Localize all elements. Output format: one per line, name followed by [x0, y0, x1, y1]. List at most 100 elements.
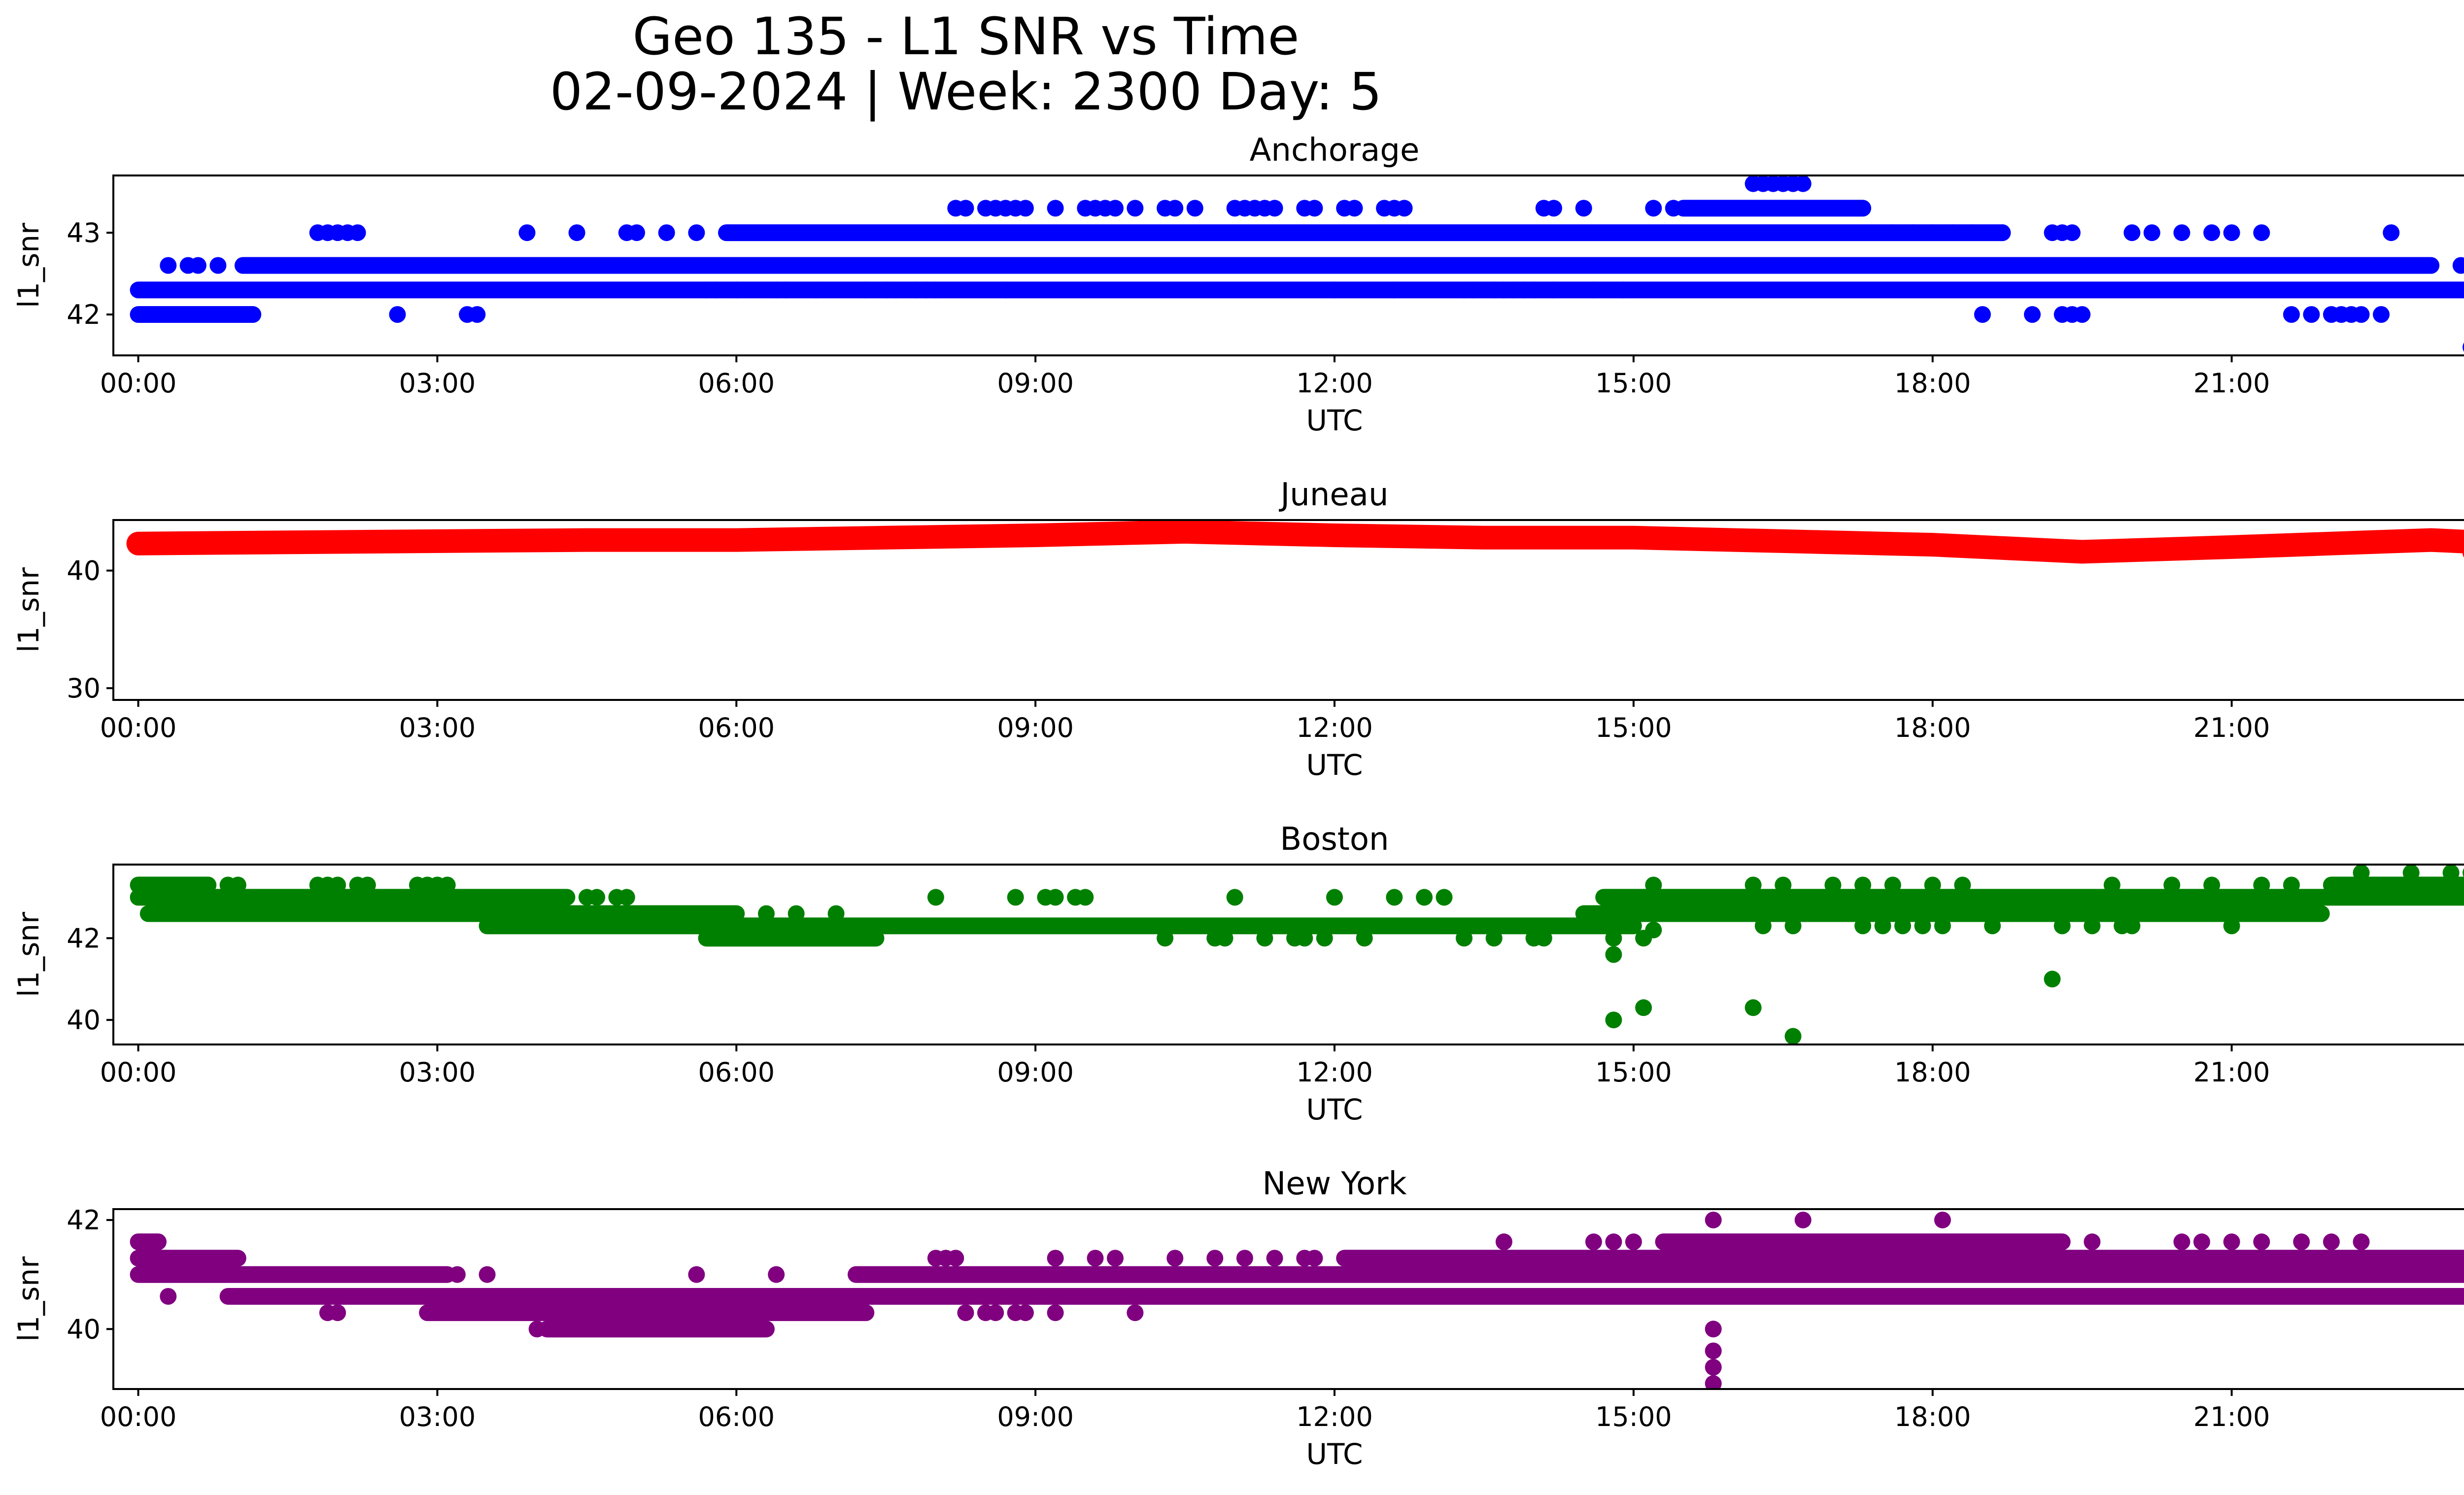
data-point [1934, 917, 1951, 935]
subplot-3: New York 00:00 03:00 06:00 09:00 12:00 15:00 18… [12, 1166, 2464, 1471]
data-point [1236, 1250, 1253, 1267]
data-point [1017, 1304, 1034, 1321]
data-point [189, 257, 206, 274]
data-point [1306, 200, 1323, 217]
data-point [708, 281, 725, 299]
x-axis-label: UTC [1306, 404, 1363, 437]
data-point [2074, 306, 2091, 323]
data-point [1545, 1288, 1562, 1305]
data-point [1784, 1028, 1802, 1044]
x-tick-label: 18:00 [1894, 368, 1971, 399]
data-point [1206, 1250, 1224, 1267]
data-point [1485, 930, 1503, 947]
subplot-title: Juneau [1278, 477, 1388, 513]
data-point [229, 876, 246, 894]
data-point [987, 1304, 1004, 1321]
data-point [2143, 224, 2160, 242]
data-point [808, 281, 825, 299]
data-point [1456, 1288, 1472, 1305]
data-point [2253, 1233, 2270, 1251]
data-point [1157, 930, 1174, 947]
data-point [2123, 224, 2141, 242]
x-tick-label: 21:00 [2193, 1401, 2270, 1432]
x-tick-label: 15:00 [1595, 712, 1672, 743]
data-point [1794, 257, 1812, 274]
data-point [389, 306, 406, 323]
data-point [200, 876, 217, 894]
data-point [479, 1266, 496, 1283]
data-point [1575, 200, 1592, 217]
data-point [1854, 917, 1872, 935]
data-point [1545, 200, 1562, 217]
scatter-marks [126, 520, 2464, 564]
data-point [1924, 224, 1941, 242]
data-point [1605, 1011, 1622, 1029]
y-axis-label: l1_snr [12, 912, 45, 997]
data-point [1984, 917, 2001, 935]
scatter-marks [130, 865, 2464, 1044]
x-tick-label: 12:00 [1296, 368, 1373, 399]
data-point [2253, 224, 2270, 242]
data-point [568, 224, 585, 242]
data-point [628, 224, 645, 242]
subplot-title: Boston [1280, 821, 1389, 858]
data-point [588, 889, 606, 906]
data-point [1954, 876, 1971, 894]
data-point [1775, 876, 1792, 894]
data-point [1107, 200, 1124, 217]
subplot-title: Anchorage [1250, 132, 1420, 169]
data-point [2303, 306, 2320, 323]
x-tick-label: 00:00 [100, 368, 177, 399]
x-tick-label: 09:00 [997, 712, 1074, 743]
data-point [1974, 306, 1991, 323]
x-tick-label: 15:00 [1595, 1401, 1672, 1432]
x-tick-label: 15:00 [1595, 1057, 1672, 1088]
data-point [518, 224, 536, 242]
data-point [160, 257, 177, 274]
data-point [1625, 1233, 1642, 1251]
data-point [2253, 876, 2270, 894]
data-point [1635, 999, 1652, 1016]
data-point [1326, 281, 1343, 299]
data-point [1495, 1233, 1512, 1251]
x-tick-label: 12:00 [1296, 1401, 1373, 1432]
data-point [2163, 876, 2181, 894]
data-point [329, 876, 346, 894]
y-axis-label: l1_snr [12, 223, 45, 308]
data-point [1266, 1250, 1283, 1267]
data-point [1615, 281, 1632, 299]
data-point [1605, 1233, 1622, 1251]
data-point [1924, 876, 1941, 894]
x-tick-label: 12:00 [1296, 1057, 1373, 1088]
data-point [1705, 1342, 1722, 1359]
data-point [1017, 200, 1034, 217]
data-point [658, 224, 675, 242]
data-point [1047, 889, 1064, 906]
x-tick-label: 18:00 [1894, 1401, 1971, 1432]
data-point [1854, 876, 1872, 894]
y-tick-label: 30 [67, 673, 101, 704]
data-point [528, 1321, 546, 1338]
data-point [618, 889, 635, 906]
data-point [2223, 917, 2240, 935]
y-axis-label: l1_snr [12, 1256, 45, 1342]
data-point [2143, 1288, 2160, 1305]
data-point [1705, 1358, 1722, 1376]
data-point [2283, 306, 2300, 323]
data-point [728, 281, 745, 299]
data-point [1794, 1212, 1812, 1229]
data-point [160, 1288, 177, 1305]
data-point [439, 876, 456, 894]
subplot-2: Boston 00:00 03:00 06:00 09:00 12:00 15:00 18:0… [12, 821, 2464, 1126]
data-point [2203, 876, 2221, 894]
data-point [448, 1266, 466, 1283]
data-point [1346, 200, 1363, 217]
x-axis-label: UTC [1306, 1093, 1363, 1126]
data-point [1585, 281, 1602, 299]
data-point [1665, 200, 1682, 217]
data-point [1735, 257, 1752, 274]
data-point [787, 905, 805, 922]
x-tick-label: 03:00 [399, 368, 476, 399]
data-point [2223, 1288, 2240, 1305]
data-point [1456, 930, 1472, 947]
